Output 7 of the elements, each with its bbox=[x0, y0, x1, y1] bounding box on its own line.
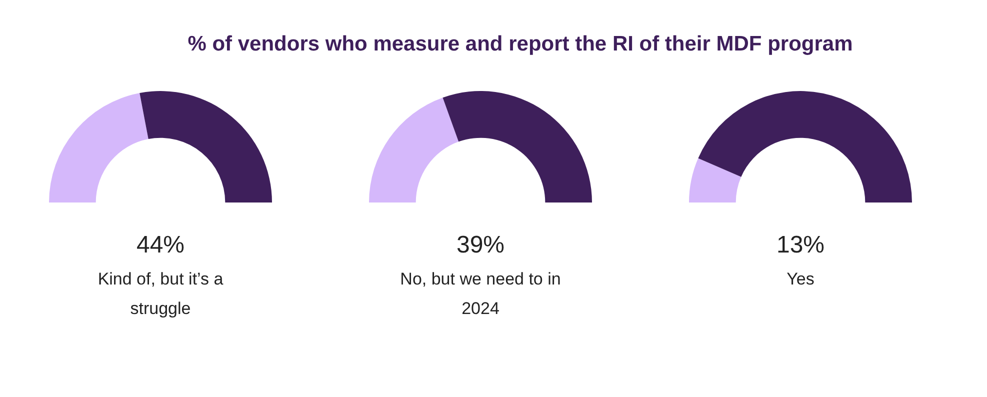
text: 13% bbox=[776, 231, 825, 258]
text: Kind of, but it’s a struggle bbox=[98, 269, 224, 318]
text: % of vendors who measure and report the RI of their MDF program bbox=[188, 32, 853, 56]
text: Yes bbox=[786, 269, 814, 288]
text: No, but we need to in 2024 bbox=[400, 269, 561, 318]
text: 39% bbox=[456, 231, 505, 258]
text: 44% bbox=[136, 231, 185, 258]
